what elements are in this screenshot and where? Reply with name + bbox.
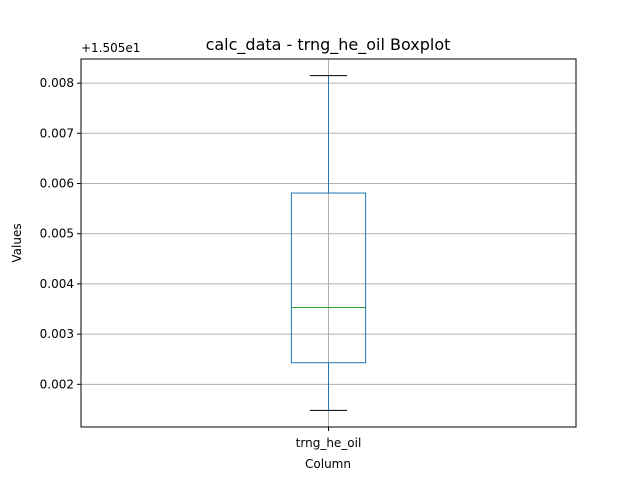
plot-marks	[290, 75, 367, 411]
y-tick-label: 0.004	[40, 277, 74, 291]
y-axis-offset-label: +1.505e1	[81, 41, 140, 55]
x-axis: trng_he_oil	[296, 427, 362, 450]
y-tick-label: 0.008	[40, 76, 74, 90]
iqr-box	[290, 192, 367, 364]
y-tick-label: 0.005	[40, 227, 74, 241]
y-tick-label: 0.006	[40, 177, 74, 191]
x-axis-label: Column	[305, 457, 351, 471]
x-tick-label: trng_he_oil	[296, 436, 362, 450]
chart-title: calc_data - trng_he_oil Boxplot	[206, 35, 451, 55]
y-tick-label: 0.003	[40, 327, 74, 341]
y-tick-label: 0.002	[40, 377, 74, 391]
y-axis-label: Values	[10, 223, 24, 262]
y-axis: 0.002 0.003 0.004 0.005 0.006 0.007 0.008	[40, 76, 81, 391]
y-tick-label: 0.007	[40, 126, 74, 140]
